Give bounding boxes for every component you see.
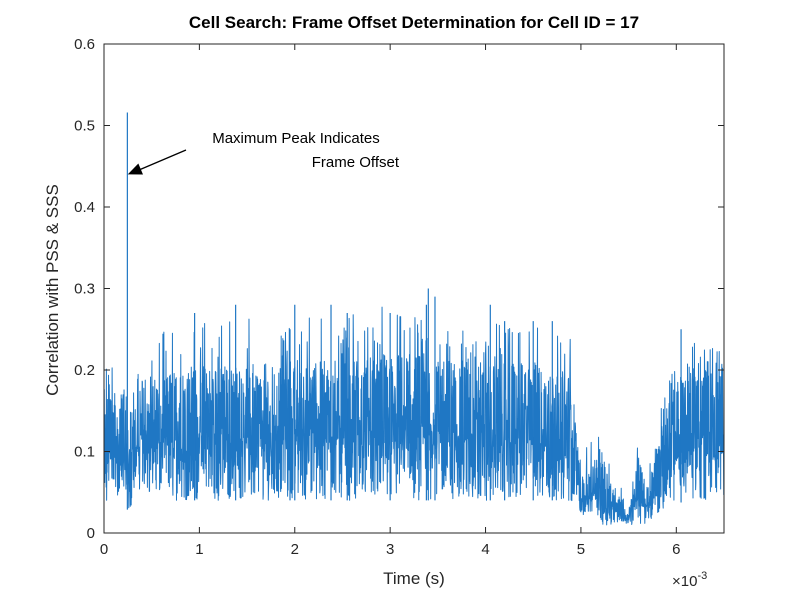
- series-layer: [103, 112, 725, 526]
- x-axis-ticks: 0 1 2 3 4 5 6: [100, 44, 680, 558]
- annotation-arrow-line: [135, 149, 187, 172]
- y-tick-label: 0.4: [74, 199, 95, 216]
- series-line: [103, 306, 725, 526]
- y-tick-label: 0.1: [74, 444, 95, 461]
- x-multiplier-base: ×10: [672, 573, 697, 590]
- peak-annotation: Maximum Peak Indicates Frame Offset: [127, 130, 400, 175]
- y-tick-label: 0.6: [74, 36, 95, 53]
- annotation-line-1: Maximum Peak Indicates: [212, 130, 380, 147]
- x-tick-label: 3: [386, 541, 394, 558]
- annotation-arrow-head: [127, 163, 143, 175]
- x-axis-label: Time (s): [383, 569, 445, 588]
- y-tick-label: 0: [87, 525, 95, 542]
- x-tick-label: 1: [195, 541, 203, 558]
- y-tick-label: 0.2: [74, 362, 95, 379]
- y-axis-ticks: 0 0.1 0.2 0.3 0.4 0.5 0.6: [74, 36, 724, 542]
- plot-area: [103, 43, 725, 534]
- chart-title: Cell Search: Frame Offset Determination …: [189, 13, 639, 32]
- y-tick-label: 0.3: [74, 281, 95, 298]
- x-tick-label: 2: [291, 541, 299, 558]
- annotation-line-2: Frame Offset: [312, 154, 400, 171]
- x-tick-label: 6: [672, 541, 680, 558]
- x-axis-multiplier: ×10-3: [672, 570, 707, 590]
- x-multiplier-exponent: -3: [697, 570, 707, 582]
- y-axis-label: Correlation with PSS & SSS: [43, 184, 62, 396]
- x-tick-label: 4: [481, 541, 489, 558]
- y-tick-label: 0.5: [74, 118, 95, 135]
- x-tick-label: 0: [100, 541, 108, 558]
- x-tick-label: 5: [577, 541, 585, 558]
